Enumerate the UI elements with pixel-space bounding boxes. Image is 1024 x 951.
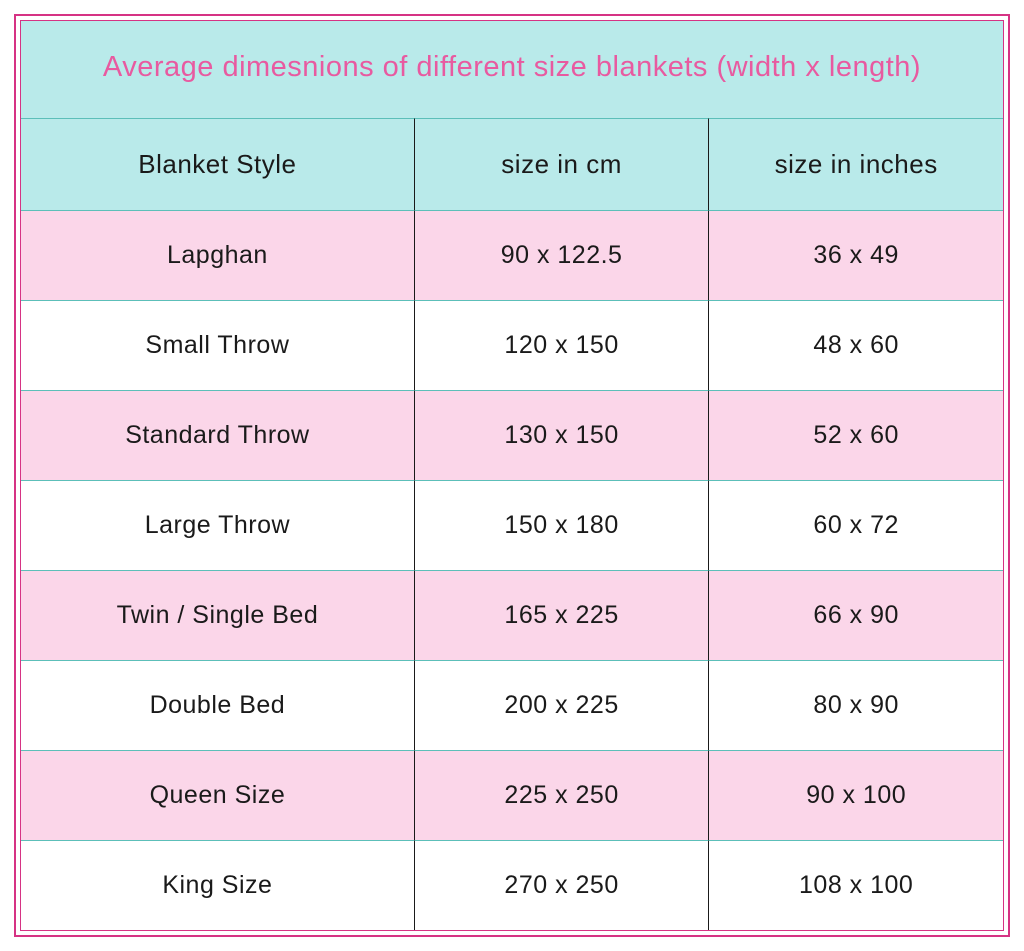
table-inner-frame: Average dimesnions of different size bla… <box>20 20 1004 931</box>
col-header-cm: size in cm <box>414 118 709 210</box>
cell-inches: 108 x 100 <box>708 840 1003 930</box>
cell-style: Lapghan <box>21 210 414 300</box>
table-body: Lapghan 90 x 122.5 36 x 49 Small Throw 1… <box>21 210 1003 930</box>
table-title: Average dimesnions of different size bla… <box>21 21 1003 118</box>
table-outer-frame: Average dimesnions of different size bla… <box>14 14 1010 937</box>
cell-cm: 270 x 250 <box>414 840 709 930</box>
cell-cm: 90 x 122.5 <box>414 210 709 300</box>
cell-style: Large Throw <box>21 480 414 570</box>
cell-inches: 90 x 100 <box>708 750 1003 840</box>
table-header-row: Blanket Style size in cm size in inches <box>21 118 1003 210</box>
cell-inches: 52 x 60 <box>708 390 1003 480</box>
cell-style: Standard Throw <box>21 390 414 480</box>
cell-style: Queen Size <box>21 750 414 840</box>
cell-inches: 60 x 72 <box>708 480 1003 570</box>
cell-cm: 130 x 150 <box>414 390 709 480</box>
cell-inches: 80 x 90 <box>708 660 1003 750</box>
cell-cm: 150 x 180 <box>414 480 709 570</box>
cell-cm: 165 x 225 <box>414 570 709 660</box>
cell-cm: 120 x 150 <box>414 300 709 390</box>
cell-inches: 36 x 49 <box>708 210 1003 300</box>
cell-inches: 66 x 90 <box>708 570 1003 660</box>
cell-inches: 48 x 60 <box>708 300 1003 390</box>
cell-cm: 200 x 225 <box>414 660 709 750</box>
cell-style: Twin / Single Bed <box>21 570 414 660</box>
cell-style: Small Throw <box>21 300 414 390</box>
cell-cm: 225 x 250 <box>414 750 709 840</box>
cell-style: Double Bed <box>21 660 414 750</box>
col-header-style: Blanket Style <box>21 118 414 210</box>
col-header-inches: size in inches <box>708 118 1003 210</box>
cell-style: King Size <box>21 840 414 930</box>
